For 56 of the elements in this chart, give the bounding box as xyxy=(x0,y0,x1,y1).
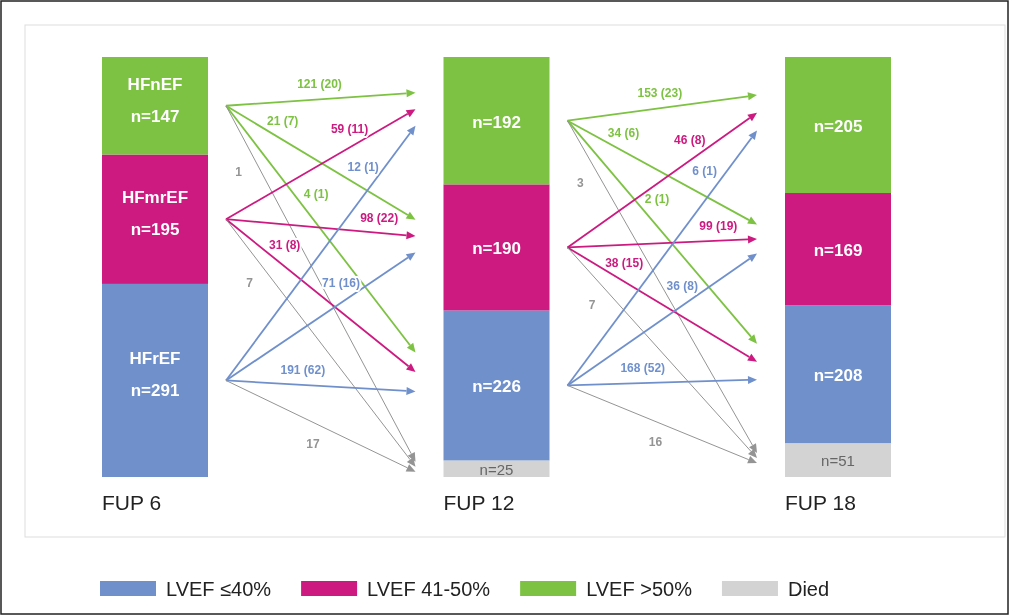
annotation: 6 (1) xyxy=(692,164,717,179)
annotation: 31 (8) xyxy=(268,238,301,253)
annotation: 1 xyxy=(235,164,243,179)
annotation: 59 (11) xyxy=(330,121,369,136)
data-label: n=169 xyxy=(813,241,863,261)
annotation: 21 (7) xyxy=(266,113,299,128)
legend-label: LVEF >50% xyxy=(586,578,693,600)
annotation: 2 (1) xyxy=(644,192,670,207)
annotation: 17 xyxy=(306,436,320,451)
data-label: n=147 xyxy=(130,106,180,126)
data-label: n=208 xyxy=(813,366,863,386)
legend-label: LVEF 41-50% xyxy=(367,578,491,600)
legend-label: LVEF ≤40% xyxy=(166,578,272,600)
annotation: 191 (62) xyxy=(280,362,326,377)
bar xyxy=(443,310,550,461)
annotation: 16 xyxy=(648,435,663,450)
data-label: n=226 xyxy=(472,377,521,397)
annotation: HFnEF xyxy=(127,74,183,94)
bar xyxy=(102,154,208,284)
annotation: 7 xyxy=(246,276,254,291)
data-label: n=25 xyxy=(479,460,514,478)
x-tick-label: FUP 6 xyxy=(102,491,162,514)
annotation: 153 (23) xyxy=(637,86,683,100)
legend-label: Died xyxy=(787,578,830,600)
bar xyxy=(785,57,891,194)
annotation: HFmrEF xyxy=(121,188,189,208)
annotation: 168 (52) xyxy=(620,361,666,376)
annotation: 4 (1) xyxy=(303,187,329,202)
annotation: 34 (6) xyxy=(607,126,640,141)
bar xyxy=(785,443,891,477)
bar xyxy=(785,305,891,444)
annotation: 121 (20) xyxy=(297,77,342,92)
annotation: 7 xyxy=(588,297,596,312)
bar xyxy=(443,184,550,311)
data-label: n=190 xyxy=(472,239,521,259)
data-label: n=291 xyxy=(130,381,180,401)
annotation: 99 (19) xyxy=(699,218,738,233)
annotation: HFrEF xyxy=(129,349,181,369)
data-label: n=192 xyxy=(472,112,521,132)
bar xyxy=(102,283,208,477)
annotation: 36 (8) xyxy=(666,278,698,293)
annotation: 3 xyxy=(576,176,584,191)
annotation: 71 (16) xyxy=(321,276,361,291)
bar xyxy=(443,57,550,185)
bar xyxy=(785,193,891,306)
x-tick-label: FUP 12 xyxy=(443,491,515,514)
data-label: n=195 xyxy=(130,220,180,240)
bar xyxy=(102,57,208,155)
data-label: n=205 xyxy=(813,117,863,137)
annotation: 98 (22) xyxy=(360,210,399,225)
annotation: 12 (1) xyxy=(347,159,379,174)
bar xyxy=(443,460,550,477)
annotation: 38 (15) xyxy=(605,255,644,270)
annotation: 46 (8) xyxy=(674,133,706,148)
x-tick-label: FUP 18 xyxy=(785,491,856,514)
data-label: n=51 xyxy=(821,452,855,470)
